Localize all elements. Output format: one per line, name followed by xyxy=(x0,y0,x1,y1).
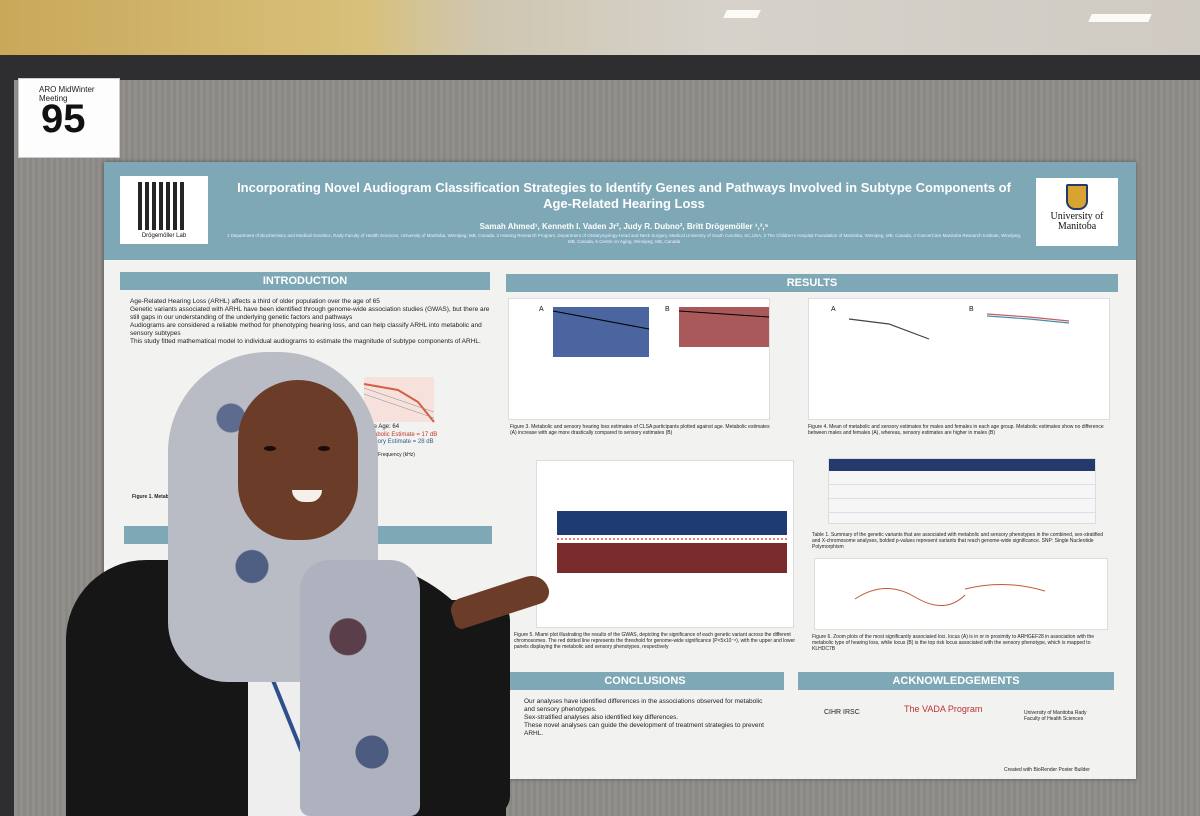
poster-number: 95 xyxy=(41,97,86,141)
audiogram-plot xyxy=(363,377,435,423)
figure-3: A B xyxy=(508,298,775,420)
intro-bullet: Age-Related Hearing Loss (ARHL) affects … xyxy=(130,298,380,305)
poster-authors: Samah Ahmed¹, Kenneth I. Vaden Jr², Judy… xyxy=(479,222,769,231)
fig1-caption: Figure 1. Metab xyxy=(132,494,169,500)
table1-caption: Table 1. Summary of the genetic variants… xyxy=(812,532,1103,550)
meeting-label: ARO MidWinter Meeting xyxy=(39,85,95,103)
conclusion-bullet: These novel analyses can guide the devel… xyxy=(524,722,764,737)
results-heading: RESULTS xyxy=(506,274,1118,292)
conclusion-bullet: Our analyses have identified differences… xyxy=(524,698,763,713)
conclusions-text: Our analyses have identified differences… xyxy=(524,698,774,738)
smile xyxy=(292,490,322,502)
qr-code: Drögemöller Lab xyxy=(120,176,208,244)
zoom-plots xyxy=(854,584,1046,606)
ack-heading: ACKNOWLEDGEMENTS xyxy=(798,672,1114,690)
poster-header: Drögemöller Lab Incorporating Novel Audi… xyxy=(104,162,1136,260)
fig4-lines: A B xyxy=(831,306,1070,340)
ack-logo: University of Manitoba Rady Faculty of H… xyxy=(1024,710,1087,722)
svg-text:B: B xyxy=(969,306,974,313)
fig4-caption: Figure 4. Mean of metabolic and sensory … xyxy=(808,424,1104,436)
ceiling-light xyxy=(1088,14,1152,22)
svg-text:B: B xyxy=(665,306,670,313)
table-1 xyxy=(828,458,1096,524)
person-scarf-drape xyxy=(300,560,420,816)
university-logo: University of Manitoba xyxy=(1036,178,1118,246)
person-face xyxy=(238,380,358,540)
ceiling-light xyxy=(723,10,761,18)
fig1-metabolic: Metabolic Estimate = 17 dB xyxy=(364,432,438,438)
conclusions-heading: CONCLUSIONS xyxy=(506,672,784,690)
fig1-xlabel: Frequency (kHz) xyxy=(378,452,415,458)
university-name: University of Manitoba xyxy=(1050,211,1104,232)
eye-icon xyxy=(264,446,276,451)
intro-heading: INTRODUCTION xyxy=(120,272,490,290)
ack-logo: The VADA Program xyxy=(904,704,983,714)
poster-number-card: ARO MidWinter Meeting 95 xyxy=(18,78,120,158)
poster-affiliations: 1 Department of Biochemistry and Medical… xyxy=(226,233,1022,244)
ceiling xyxy=(0,0,1200,58)
ack-logo: CIHR IRSC xyxy=(824,709,860,716)
table-body xyxy=(829,471,1095,523)
figure-6 xyxy=(814,558,1108,630)
poster-title: Incorporating Novel Audiogram Classifica… xyxy=(237,180,1011,211)
intro-bullet: Audiograms are considered a reliable met… xyxy=(130,322,482,337)
fig1-sensory: Sensory Estimate = 28 dB xyxy=(364,439,434,445)
fig1-male: Male Age: 64 xyxy=(364,424,400,430)
fig5-caption: Figure 5. Miami plot illustrating the re… xyxy=(514,632,796,650)
qr-label: Drögemöller Lab xyxy=(141,233,187,239)
intro-text: Age-Related Hearing Loss (ARHL) affects … xyxy=(130,298,490,346)
poster-footer: Created with BioRender Poster Builder xyxy=(1004,767,1090,773)
figure-4: A B xyxy=(808,298,1110,420)
intro-bullet: This study fitted mathematical model to … xyxy=(130,338,481,345)
fig3-caption: Figure 3. Metabolic and sensory hearing … xyxy=(510,424,770,436)
svg-text:A: A xyxy=(831,306,836,313)
crest-icon xyxy=(1066,184,1088,210)
conclusion-bullet: Sex-stratified analyses also identified … xyxy=(524,714,679,721)
figure-5-miami-plot xyxy=(536,460,794,628)
eye-icon xyxy=(318,446,330,451)
intro-bullet: Genetic variants associated with ARHL ha… xyxy=(130,306,490,321)
table-header xyxy=(829,459,1095,471)
fig3-scatter: A B xyxy=(539,306,775,357)
miami-plot xyxy=(557,511,787,573)
svg-text:A: A xyxy=(539,306,544,313)
fig6-caption: Figure 6. Zoom plots of the most signifi… xyxy=(812,634,1095,652)
qr-icon xyxy=(138,182,186,230)
